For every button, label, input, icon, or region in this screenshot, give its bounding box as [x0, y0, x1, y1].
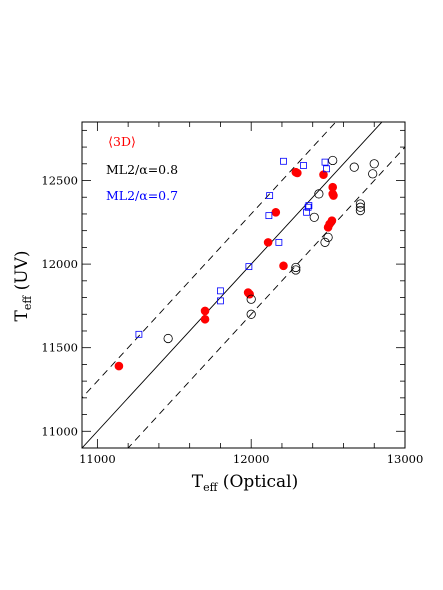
y-axis-label: Teff (UV)	[12, 251, 34, 322]
point-3d	[279, 261, 288, 271]
reference-line-upper	[82, 122, 337, 399]
y-tick-label: 11000	[41, 424, 78, 438]
point-ml2-alpha-0.8	[291, 262, 301, 273]
point-3d	[271, 207, 281, 217]
point-ml2-alpha-0.8	[246, 309, 256, 319]
point-ml2-alpha-0.8	[355, 199, 365, 209]
y-axis-label-sub: eff	[21, 295, 34, 311]
point-ml2-alpha-0.8	[163, 333, 173, 344]
point-3d	[245, 289, 254, 299]
point-ml2-alpha-0.8	[323, 232, 333, 242]
point-ml2-alpha-0.8	[246, 294, 256, 304]
y-tick-label: 12500	[41, 174, 78, 188]
reference-line-one-to-one	[82, 122, 383, 448]
point-ml2-alpha-0.8	[355, 202, 365, 212]
point-3d	[327, 216, 337, 225]
point-ml2-alpha-0.7	[217, 287, 224, 295]
reference-line-lower	[127, 146, 405, 448]
point-ml2-alpha-0.7	[266, 192, 274, 199]
point-ml2-alpha-0.8	[309, 212, 319, 222]
point-3d	[114, 361, 124, 371]
point-3d	[329, 191, 338, 200]
point-ml2-alpha-0.7	[280, 157, 287, 165]
point-ml2-alpha-0.7	[303, 208, 310, 216]
point-ml2-alpha-0.7	[300, 162, 307, 169]
point-3d	[263, 238, 273, 247]
point-3d	[200, 314, 210, 324]
point-ml2-alpha-0.8	[369, 159, 379, 169]
y-axis-label-main: T	[12, 309, 32, 321]
reference-lines	[82, 122, 405, 448]
axis-ticks	[82, 122, 406, 448]
point-ml2-alpha-0.7	[323, 165, 330, 173]
y-tick-label: 11500	[41, 341, 78, 355]
point-3d	[200, 306, 210, 316]
x-axis-label-rest: (Optical)	[217, 472, 298, 492]
point-ml2-alpha-0.7	[265, 212, 273, 220]
x-axis-label: Teff (Optical)	[192, 472, 299, 494]
point-ml2-alpha-0.7	[321, 158, 329, 166]
point-ml2-alpha-0.8	[355, 206, 365, 216]
point-ml2-alpha-0.8	[314, 189, 324, 199]
x-axis-label-main: T	[192, 472, 204, 492]
point-ml2-alpha-0.7	[245, 263, 253, 271]
point-ml2-alpha-0.7	[305, 202, 313, 209]
point-ml2-alpha-0.7	[135, 330, 143, 338]
point-ml2-alpha-0.8	[328, 155, 338, 166]
point-ml2-alpha-0.8	[349, 162, 359, 172]
data-points	[114, 155, 379, 371]
x-tick-label: 13000	[387, 452, 424, 466]
y-axis-label-rest: (UV)	[12, 251, 32, 296]
point-ml2-alpha-0.8	[368, 169, 378, 179]
x-axis-label-sub: eff	[203, 481, 219, 494]
x-tick-label: 12000	[233, 452, 270, 466]
legend-ml2-08: ML2/α=0.8	[106, 162, 178, 177]
point-ml2-alpha-0.7	[304, 203, 312, 211]
y-tick-label: 12000	[41, 257, 78, 271]
x-tick-label: 11000	[79, 452, 116, 466]
point-ml2-alpha-0.8	[291, 265, 301, 275]
plot-frame	[81, 121, 406, 449]
point-3d	[293, 168, 302, 178]
point-ml2-alpha-0.7	[275, 238, 283, 246]
legend-3d: ⟨3D⟩	[108, 134, 136, 149]
tick-labels: 11000 12000 13000 11000 11500 12000 12500	[41, 174, 423, 466]
point-ml2-alpha-0.7	[217, 297, 224, 305]
point-ml2-alpha-0.8	[320, 237, 330, 247]
legend-ml2-07: ML2/α=0.7	[106, 188, 178, 203]
